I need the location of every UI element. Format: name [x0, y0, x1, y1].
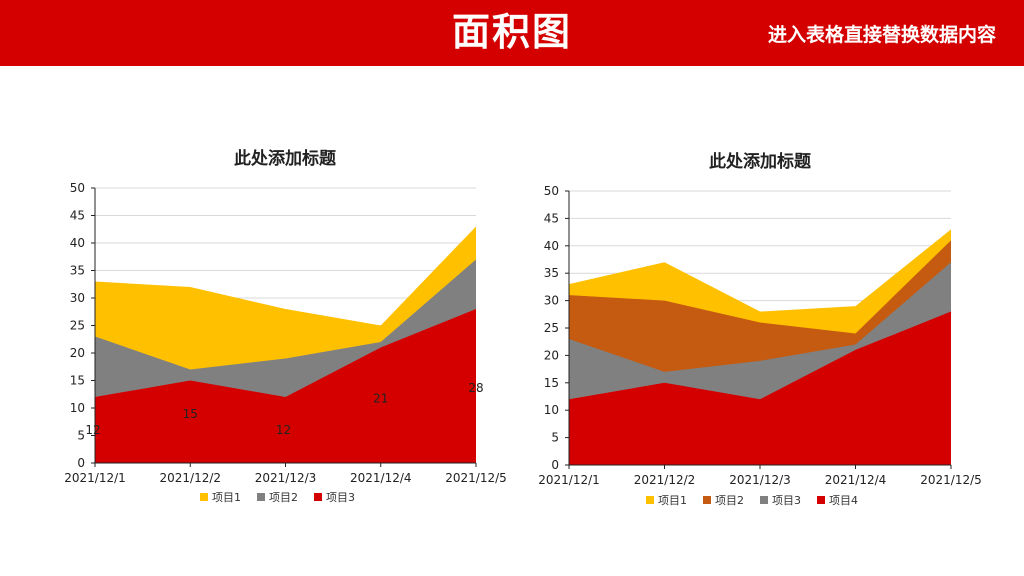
y-tick-label: 30 — [70, 291, 85, 305]
area-series-项目3 — [569, 262, 951, 465]
y-tick-label: 15 — [70, 374, 85, 388]
legend-swatch-项目4 — [817, 496, 825, 504]
y-tick-label: 25 — [544, 321, 559, 335]
y-tick-label: 40 — [70, 236, 85, 250]
area-series-项目3 — [95, 309, 476, 463]
legend-swatch-项目3 — [760, 496, 768, 504]
data-label: 12 — [85, 423, 100, 437]
y-tick-label: 35 — [70, 264, 85, 278]
y-tick-label: 20 — [70, 346, 85, 360]
x-tick-label: 2021/12/1 — [64, 471, 126, 485]
area-series-项目2 — [569, 240, 951, 465]
data-label: 15 — [183, 407, 198, 421]
legend-label: 项目3 — [772, 494, 801, 507]
area-series-项目2 — [95, 259, 476, 463]
y-tick-label: 50 — [70, 181, 85, 195]
x-tick-label: 2021/12/5 — [920, 473, 982, 487]
legend-label: 项目4 — [829, 494, 858, 507]
x-tick-label: 2021/12/5 — [445, 471, 507, 485]
page-subtitle: 进入表格直接替换数据内容 — [767, 24, 996, 46]
legend-label: 项目1 — [212, 491, 241, 504]
legend-swatch-项目2 — [703, 496, 711, 504]
y-tick-label: 50 — [544, 184, 559, 198]
x-tick-label: 2021/12/2 — [159, 471, 221, 485]
data-label: 28 — [468, 381, 483, 395]
area-series-项目1 — [95, 226, 476, 463]
y-tick-label: 40 — [544, 239, 559, 253]
y-tick-label: 35 — [544, 266, 559, 280]
header-bar: 面积图 进入表格直接替换数据内容 — [0, 0, 1024, 66]
y-tick-label: 20 — [544, 348, 559, 362]
legend-swatch-项目2 — [257, 493, 265, 501]
legend-label: 项目1 — [658, 494, 687, 507]
x-tick-label: 2021/12/4 — [825, 473, 887, 487]
legend-label: 项目3 — [326, 491, 355, 504]
legend-label: 项目2 — [269, 491, 298, 504]
y-tick-label: 5 — [551, 431, 559, 445]
x-tick-label: 2021/12/3 — [255, 471, 317, 485]
y-tick-label: 0 — [551, 458, 559, 472]
y-tick-label: 5 — [77, 429, 85, 443]
data-label: 12 — [276, 423, 291, 437]
y-tick-label: 45 — [70, 209, 85, 223]
x-tick-label: 2021/12/3 — [729, 473, 791, 487]
chart-title: 此处添加标题 — [709, 151, 812, 172]
y-tick-label: 10 — [70, 401, 85, 415]
y-tick-label: 15 — [544, 376, 559, 390]
area-series-项目4 — [569, 311, 951, 465]
y-tick-label: 30 — [544, 294, 559, 308]
chart-title: 此处添加标题 — [234, 148, 337, 169]
x-tick-label: 2021/12/1 — [538, 473, 600, 487]
x-tick-label: 2021/12/2 — [634, 473, 696, 487]
x-tick-label: 2021/12/4 — [350, 471, 412, 485]
legend-swatch-项目1 — [200, 493, 208, 501]
legend-label: 项目2 — [715, 494, 744, 507]
area-series-项目1 — [569, 229, 951, 465]
page-title: 面积图 — [451, 10, 572, 54]
y-tick-label: 25 — [70, 319, 85, 333]
data-label: 21 — [373, 391, 388, 405]
legend-swatch-项目3 — [314, 493, 322, 501]
y-tick-label: 0 — [77, 456, 85, 470]
y-tick-label: 10 — [544, 403, 559, 417]
legend-swatch-项目1 — [646, 496, 654, 504]
y-tick-label: 45 — [544, 211, 559, 225]
